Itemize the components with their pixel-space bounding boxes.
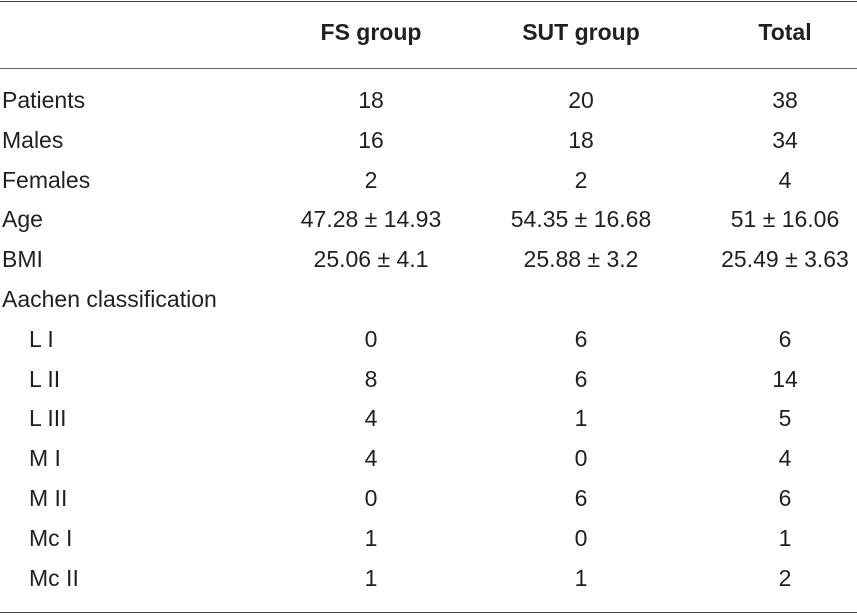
sut-group-value: 0: [574, 445, 588, 472]
table-row: M II 0 6 6: [0, 479, 857, 519]
fs-group-value: 2: [364, 166, 378, 193]
sut-group-value: 54.35 ± 16.68: [510, 206, 652, 233]
table-bottom-rule: [0, 612, 857, 613]
row-label: Mc II: [29, 564, 79, 591]
row-label: Females: [2, 166, 91, 193]
sut-group-value: 6: [574, 365, 588, 392]
fs-group-value: 0: [364, 484, 378, 511]
fs-group-value: 4: [364, 445, 378, 472]
table-row: L I 0 6 6: [0, 320, 857, 360]
header-sut-group: SUT group: [522, 19, 640, 45]
row-label: L III: [29, 405, 67, 432]
header-fs-group: FS group: [320, 19, 422, 45]
fs-group-value: 47.28 ± 14.93: [300, 206, 442, 233]
total-value: 6: [778, 484, 792, 511]
total-value: 6: [778, 325, 792, 352]
table-row: Mc I 1 0 1: [0, 519, 857, 559]
table-row: Females 2 2 4: [0, 161, 857, 201]
total-value: 5: [778, 405, 792, 432]
fs-group-value: 8: [364, 365, 378, 392]
table-row: Mc II 1 1 2: [0, 559, 857, 599]
table-row: M I 4 0 4: [0, 439, 857, 479]
total-value: 2: [778, 564, 792, 591]
sut-group-value: 1: [574, 405, 588, 432]
total-value: 34: [772, 126, 798, 153]
row-label: M I: [29, 445, 61, 472]
row-label: L I: [29, 325, 54, 352]
total-value: 14: [772, 365, 798, 392]
table-header-row: FS group SUT group Total: [0, 0, 857, 66]
table-body: Patients 18 20 38 Males 16 18 34 Females…: [0, 81, 857, 598]
table-top-rule: [0, 1, 857, 2]
sut-group-value: 6: [574, 325, 588, 352]
table-row: Patients 18 20 38: [0, 81, 857, 121]
fs-group-value: 18: [358, 87, 384, 113]
row-label: Patients: [2, 87, 86, 113]
sut-group-value: 25.88 ± 3.2: [523, 246, 639, 273]
fs-group-value: 0: [364, 325, 378, 352]
total-value: 4: [778, 166, 792, 193]
total-value: 38: [772, 87, 798, 113]
header-divider-rule: [0, 68, 857, 69]
fs-group-value: 25.06 ± 4.1: [313, 246, 429, 273]
sut-group-value: 1: [574, 564, 588, 591]
row-label: Males: [2, 126, 64, 153]
table-row: BMI 25.06 ± 4.1 25.88 ± 3.2 25.49 ± 3.63: [0, 240, 857, 280]
table-row: Males 16 18 34: [0, 121, 857, 161]
total-value: 4: [778, 445, 792, 472]
fs-group-value: 1: [364, 524, 378, 551]
row-label: M II: [29, 484, 68, 511]
table-row: L III 4 1 5: [0, 399, 857, 439]
table-row: Aachen classification: [0, 280, 857, 320]
sut-group-value: 18: [568, 126, 594, 153]
fs-group-value: 16: [358, 126, 384, 153]
row-label: L II: [29, 365, 61, 392]
fs-group-value: 1: [364, 564, 378, 591]
total-value: 1: [778, 524, 792, 551]
row-label: BMI: [2, 246, 43, 273]
fs-group-value: 4: [364, 405, 378, 432]
total-value: 25.49 ± 3.63: [721, 246, 849, 273]
sut-group-value: 0: [574, 524, 588, 551]
table-row: Age 47.28 ± 14.93 54.35 ± 16.68 51 ± 16.…: [0, 200, 857, 240]
sut-group-value: 20: [568, 87, 594, 113]
section-label: Aachen classification: [2, 285, 217, 312]
row-label: Age: [2, 206, 43, 233]
header-total: Total: [758, 19, 812, 45]
sut-group-value: 2: [574, 166, 588, 193]
total-value: 51 ± 16.06: [730, 206, 840, 233]
row-label: Mc I: [29, 524, 73, 551]
table-row: L II 8 6 14: [0, 360, 857, 400]
sut-group-value: 6: [574, 484, 588, 511]
